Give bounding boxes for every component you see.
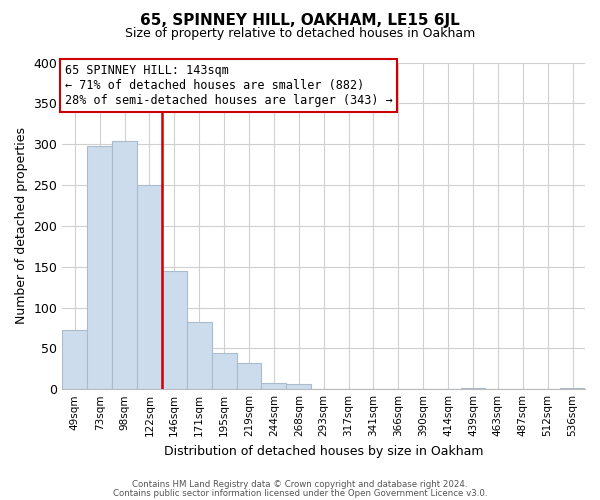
- Bar: [560, 388, 585, 389]
- X-axis label: Distribution of detached houses by size in Oakham: Distribution of detached houses by size …: [164, 444, 484, 458]
- Bar: [62, 330, 87, 389]
- Text: Contains public sector information licensed under the Open Government Licence v3: Contains public sector information licen…: [113, 488, 487, 498]
- Bar: [162, 271, 187, 389]
- Text: Size of property relative to detached houses in Oakham: Size of property relative to detached ho…: [125, 28, 475, 40]
- Bar: [212, 353, 236, 389]
- Y-axis label: Number of detached properties: Number of detached properties: [15, 128, 28, 324]
- Bar: [461, 388, 485, 389]
- Bar: [112, 141, 137, 389]
- Bar: [187, 322, 212, 389]
- Bar: [286, 384, 311, 389]
- Bar: [236, 363, 262, 389]
- Bar: [87, 146, 112, 389]
- Text: 65 SPINNEY HILL: 143sqm
← 71% of detached houses are smaller (882)
28% of semi-d: 65 SPINNEY HILL: 143sqm ← 71% of detache…: [65, 64, 392, 107]
- Bar: [262, 382, 286, 389]
- Text: 65, SPINNEY HILL, OAKHAM, LE15 6JL: 65, SPINNEY HILL, OAKHAM, LE15 6JL: [140, 12, 460, 28]
- Text: Contains HM Land Registry data © Crown copyright and database right 2024.: Contains HM Land Registry data © Crown c…: [132, 480, 468, 489]
- Bar: [137, 185, 162, 389]
